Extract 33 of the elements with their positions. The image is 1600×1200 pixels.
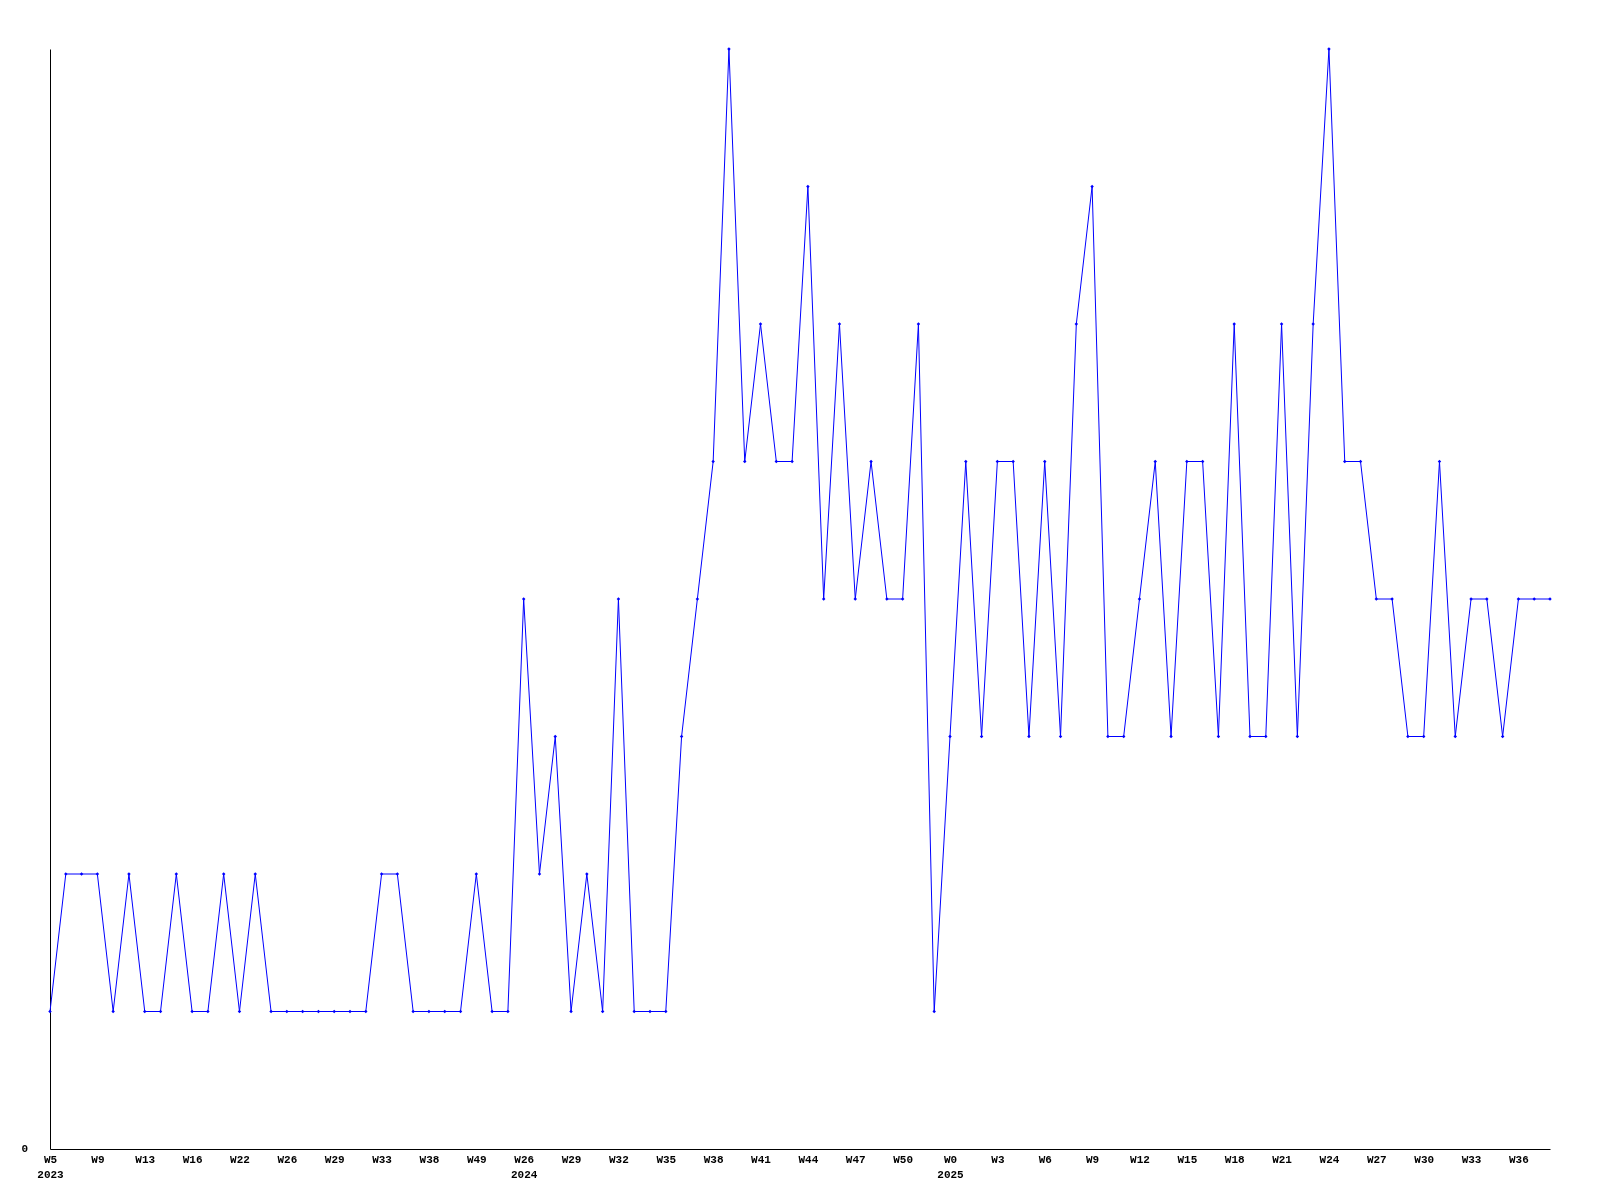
- x-tick-label: W32: [609, 1153, 629, 1166]
- x-tick-label: W36: [1509, 1153, 1529, 1166]
- x-tick-label: W18: [1224, 1153, 1246, 1166]
- x-tick-label: W3: [991, 1153, 1005, 1166]
- x-tick-label: W38: [703, 1153, 724, 1166]
- x-tick-label: W33: [372, 1153, 393, 1166]
- x-tick-label: W12: [1130, 1153, 1150, 1166]
- x-tick-label: W50: [893, 1153, 914, 1166]
- x-tick-label: W35: [656, 1153, 677, 1166]
- x-tick-label: W38: [419, 1153, 440, 1166]
- x-tick-label: W0 2025: [937, 1153, 965, 1181]
- x-tick-label: W26: [277, 1153, 298, 1166]
- x-tick-label: W6: [1038, 1153, 1052, 1166]
- x-tick-label: W29: [324, 1153, 345, 1166]
- x-tick-label: W47: [845, 1153, 866, 1166]
- x-tick-label: W21: [1272, 1153, 1293, 1166]
- x-tick-label: W5 2023: [37, 1153, 65, 1181]
- x-tick-label: W24: [1319, 1153, 1340, 1166]
- x-tick-label: W41: [751, 1153, 772, 1166]
- x-tick-label: W26 2024: [510, 1153, 538, 1181]
- x-tick-label: W29: [561, 1153, 582, 1166]
- x-tick-label: W49: [466, 1153, 487, 1166]
- x-tick-label: W16: [182, 1153, 203, 1166]
- x-tick-label: W22: [230, 1153, 250, 1166]
- x-tick-label: W27: [1366, 1153, 1387, 1166]
- x-tick-label: W44: [798, 1153, 819, 1166]
- x-tick-label: W13: [135, 1153, 156, 1166]
- x-tick-label: W15: [1177, 1153, 1198, 1166]
- x-tick-label: W30: [1414, 1153, 1435, 1166]
- x-tick-label: W9: [1086, 1153, 1100, 1166]
- x-tick-label: W33: [1461, 1153, 1482, 1166]
- text: 0: [21, 1143, 28, 1155]
- x-tick-label: W9: [91, 1153, 105, 1166]
